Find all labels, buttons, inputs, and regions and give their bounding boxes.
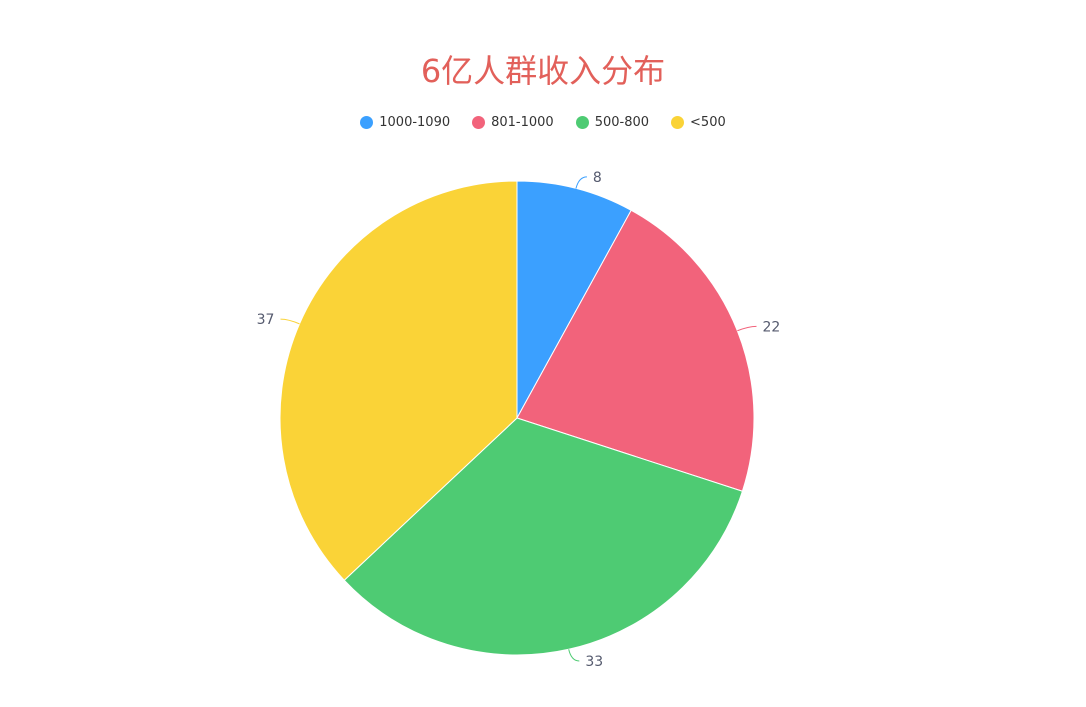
pie-slice[interactable] bbox=[343, 417, 744, 656]
legend-dot-icon bbox=[671, 116, 685, 129]
legend-label: 801-1000 bbox=[491, 115, 554, 130]
legend-dot-icon bbox=[360, 116, 374, 129]
legend-label: 1000-1090 bbox=[379, 115, 451, 130]
legend-dot-icon bbox=[575, 116, 589, 129]
legend: 1000-1090 801-1000 500-800 <500 bbox=[0, 115, 1086, 130]
legend-item[interactable]: <500 bbox=[671, 115, 726, 130]
data-label: 33 bbox=[585, 654, 603, 670]
data-label: 37 bbox=[257, 312, 275, 328]
legend-item[interactable]: 801-1000 bbox=[472, 115, 554, 130]
label-line bbox=[575, 176, 587, 189]
legend-item[interactable]: 1000-1090 bbox=[360, 115, 450, 130]
legend-dot-icon bbox=[472, 116, 486, 129]
label-line bbox=[737, 325, 757, 332]
legend-item[interactable]: 500-800 bbox=[575, 115, 650, 130]
legend-label: <500 bbox=[690, 115, 726, 130]
label-line bbox=[568, 649, 580, 662]
legend-label: 500-800 bbox=[594, 115, 650, 130]
data-label: 22 bbox=[763, 319, 781, 335]
chart-title: 6亿人群收入分布 bbox=[420, 52, 666, 90]
pie-slice[interactable] bbox=[279, 180, 518, 581]
label-line bbox=[280, 318, 300, 325]
data-label: 8 bbox=[593, 170, 602, 186]
